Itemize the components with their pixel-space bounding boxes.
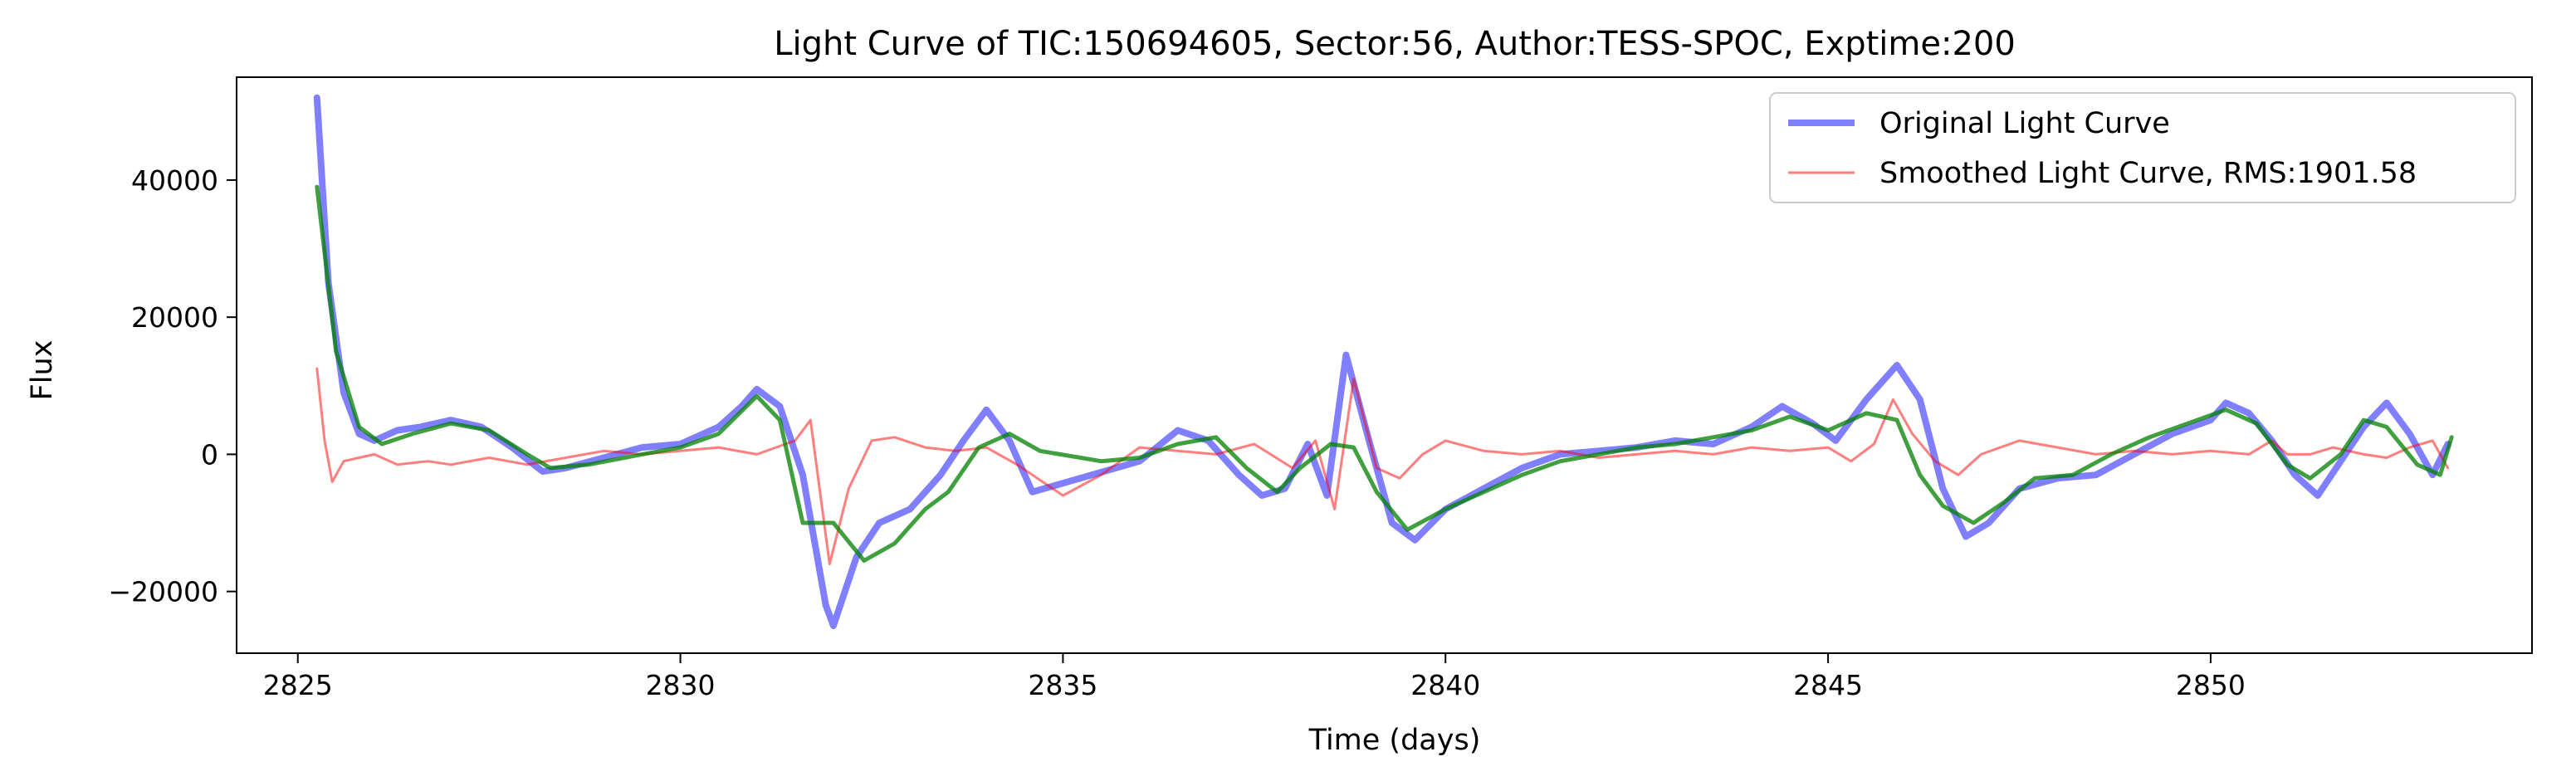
- legend-label-1: Original Light Curve: [1879, 107, 2170, 140]
- x-tick-label-0: 2825: [263, 669, 333, 701]
- x-axis-label: Time (days): [1308, 724, 1481, 757]
- chart-title: Light Curve of TIC:150694605, Sector:56,…: [774, 25, 2016, 63]
- x-tick-label-5: 2850: [2176, 669, 2246, 701]
- x-tick-label-4: 2845: [1793, 669, 1863, 701]
- series-line-2: [315, 367, 2450, 566]
- plot-area: 2825 2830 2835 2840 2845 2850 −20000 0 20000 4000…: [108, 76, 2533, 701]
- y-tick-label-1: 0: [201, 438, 218, 471]
- legend-box: [1769, 92, 2516, 203]
- axes-frame: [236, 76, 2533, 654]
- y-axis-label: Flux: [26, 340, 59, 401]
- x-tick-label-2: 2835: [1028, 669, 1097, 701]
- y-tick-label-3: 40000: [131, 164, 218, 197]
- legend: Original Light Curve Smoothed Light Curve…: [1769, 92, 2516, 203]
- legend-label-2: Smoothed Light Curve, RMS:1901.58: [1879, 157, 2417, 190]
- x-tick-label-1: 2830: [646, 669, 716, 701]
- series-line-1: [313, 94, 2451, 629]
- series-line-3: [315, 184, 2454, 563]
- y-tick-label-2: 20000: [131, 301, 218, 334]
- y-tick-label-0: −20000: [108, 576, 218, 608]
- x-tick-label-3: 2840: [1410, 669, 1480, 701]
